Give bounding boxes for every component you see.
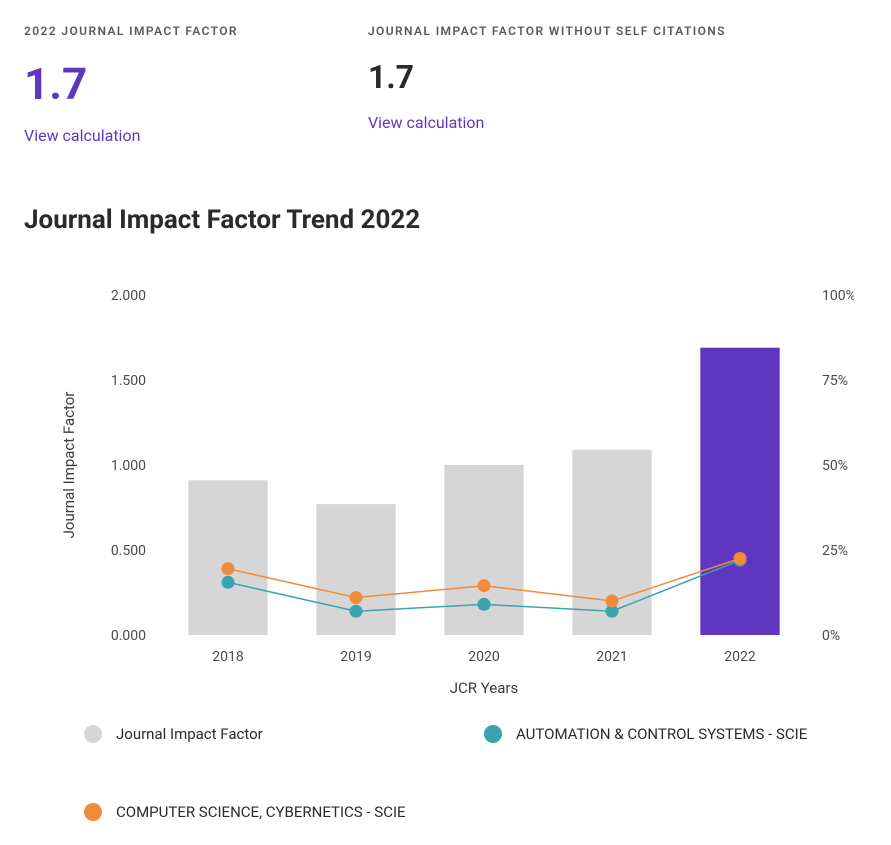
metric-jif-noself-link[interactable]: View calculation [368, 113, 484, 132]
section-title: Journal Impact Factor Trend 2022 [24, 205, 867, 235]
svg-text:1.500: 1.500 [111, 373, 146, 389]
svg-text:75%: 75% [822, 373, 848, 389]
svg-text:1.000: 1.000 [111, 458, 146, 474]
metric-jif-noself-label: JOURNAL IMPACT FACTOR WITHOUT SELF CITAT… [368, 24, 726, 38]
svg-text:25%: 25% [822, 543, 848, 559]
metric-jif-link[interactable]: View calculation [24, 126, 140, 145]
svg-text:50%: 50% [822, 458, 848, 474]
svg-text:2019: 2019 [340, 649, 371, 665]
metric-jif: 2022 JOURNAL IMPACT FACTOR 1.7 View calc… [24, 24, 238, 145]
jif-trend-chart: 0.000 0.500 1.000 1.500 2.000 0% 25% 50% 75% 100%… [34, 275, 854, 705]
svg-text:JCR Years: JCR Years [450, 679, 518, 697]
metric-jif-label: 2022 JOURNAL IMPACT FACTOR [24, 24, 238, 38]
legend-item: AUTOMATION & CONTROL SYSTEMS - SCIE [484, 725, 807, 743]
chart-container: 0.000 0.500 1.000 1.500 2.000 0% 25% 50% 75% 100%… [34, 275, 854, 705]
legend-item: COMPUTER SCIENCE, CYBERNETICS - SCIE [84, 803, 406, 821]
svg-text:2021: 2021 [596, 649, 627, 665]
chart-legend: Journal Impact Factor AUTOMATION & CONTRO… [84, 725, 867, 821]
svg-text:2018: 2018 [212, 649, 244, 665]
legend-swatch [84, 725, 102, 743]
svg-text:0.500: 0.500 [111, 543, 146, 559]
svg-text:0.000: 0.000 [111, 628, 146, 644]
metric-jif-noself-value: 1.7 [368, 60, 726, 95]
svg-text:100%: 100% [822, 288, 854, 304]
metric-jif-value: 1.7 [24, 60, 238, 108]
metrics-row: 2022 JOURNAL IMPACT FACTOR 1.7 View calc… [24, 24, 867, 145]
svg-text:Journal Impact Factor: Journal Impact Factor [60, 392, 78, 539]
svg-text:2020: 2020 [468, 649, 500, 665]
legend-label: COMPUTER SCIENCE, CYBERNETICS - SCIE [116, 803, 406, 821]
legend-swatch [84, 803, 102, 821]
legend-label: AUTOMATION & CONTROL SYSTEMS - SCIE [516, 725, 807, 743]
legend-item: Journal Impact Factor [84, 725, 444, 743]
legend-label: Journal Impact Factor [116, 725, 263, 743]
metric-jif-noself: JOURNAL IMPACT FACTOR WITHOUT SELF CITAT… [368, 24, 726, 145]
svg-text:0%: 0% [822, 628, 840, 644]
svg-text:2022: 2022 [724, 649, 756, 665]
svg-text:2.000: 2.000 [111, 288, 146, 304]
legend-swatch [484, 725, 502, 743]
